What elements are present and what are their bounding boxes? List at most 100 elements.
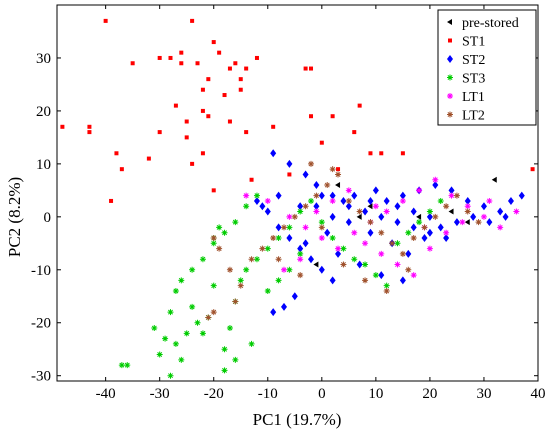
data-point [206, 114, 211, 119]
data-point [410, 223, 417, 232]
data-point [507, 196, 514, 205]
x-tick-label: -40 [96, 386, 116, 402]
data-point [530, 167, 535, 172]
data-point [405, 249, 412, 258]
data-point [502, 212, 509, 221]
data-point [432, 176, 439, 183]
data-point [318, 219, 325, 226]
data-point [416, 187, 423, 194]
data-point [378, 250, 385, 257]
data-point [464, 219, 470, 226]
data-point [437, 197, 444, 204]
data-point [232, 298, 239, 305]
data-point [151, 325, 158, 332]
data-point [448, 192, 455, 199]
data-point [199, 330, 206, 337]
data-point [238, 77, 243, 82]
data-point [226, 266, 233, 273]
data-point [329, 212, 336, 221]
data-point [167, 309, 174, 316]
data-point [124, 362, 131, 369]
data-point [162, 335, 169, 342]
data-point [270, 149, 277, 158]
data-point [253, 196, 260, 205]
data-point [183, 330, 190, 337]
data-point [513, 208, 520, 215]
data-point [280, 266, 287, 273]
data-point [362, 207, 369, 216]
x-tick-label: -20 [204, 386, 224, 402]
data-point [248, 256, 255, 263]
data-point [146, 156, 151, 161]
data-point [372, 272, 379, 279]
data-point [195, 61, 200, 66]
data-point [233, 61, 238, 66]
data-point [464, 203, 471, 210]
data-point [130, 61, 135, 66]
data-point [351, 256, 358, 263]
y-tick-label: 0 [44, 210, 52, 226]
data-point [109, 198, 114, 203]
data-point [410, 207, 417, 216]
data-point [432, 213, 439, 220]
data-point [238, 87, 243, 92]
y-tick-label: 20 [36, 104, 51, 120]
data-point [216, 245, 223, 252]
data-point [329, 197, 336, 204]
data-point [280, 302, 287, 311]
data-point [264, 207, 271, 216]
data-point [448, 186, 455, 195]
data-point [297, 208, 304, 215]
data-point [280, 224, 287, 231]
data-point [329, 191, 336, 200]
data-point [270, 308, 277, 317]
data-point [217, 50, 222, 55]
y-tick-label: -10 [31, 263, 51, 279]
legend-marker [447, 19, 452, 25]
data-point [210, 235, 217, 242]
data-point [210, 282, 217, 289]
data-point [60, 124, 65, 129]
series-pre-stored [313, 176, 497, 268]
data-point [486, 218, 493, 227]
data-point [367, 203, 373, 210]
data-point [448, 208, 454, 215]
data-point [297, 202, 304, 211]
x-tick-label: 30 [476, 386, 491, 402]
data-point [190, 18, 195, 23]
data-point [178, 277, 185, 284]
data-point [87, 130, 92, 135]
data-point [189, 266, 196, 273]
x-tick-label: 0 [318, 386, 326, 402]
data-point [453, 218, 460, 227]
data-point [179, 61, 184, 66]
data-point [308, 255, 315, 264]
data-point [206, 77, 211, 82]
legend-label: ST3 [462, 72, 485, 87]
data-point [352, 130, 357, 135]
data-point [486, 197, 493, 204]
data-point [405, 266, 412, 273]
data-point [367, 219, 374, 226]
data-point [271, 124, 276, 129]
data-point [368, 151, 373, 156]
data-point [254, 55, 259, 60]
data-point [103, 18, 108, 23]
data-point [399, 276, 406, 285]
data-point [464, 208, 471, 215]
data-point [426, 245, 433, 252]
data-point [313, 181, 320, 190]
data-point [356, 208, 363, 215]
data-point [318, 235, 325, 242]
data-point [394, 202, 401, 211]
data-point [335, 245, 342, 252]
data-point [335, 182, 341, 189]
data-point [367, 196, 374, 205]
data-point [184, 135, 189, 140]
data-point [318, 191, 325, 200]
y-tick-label: -30 [31, 369, 51, 385]
data-point [157, 130, 162, 135]
data-point [497, 224, 504, 231]
plot-frame [56, 4, 539, 382]
data-point [480, 213, 487, 220]
